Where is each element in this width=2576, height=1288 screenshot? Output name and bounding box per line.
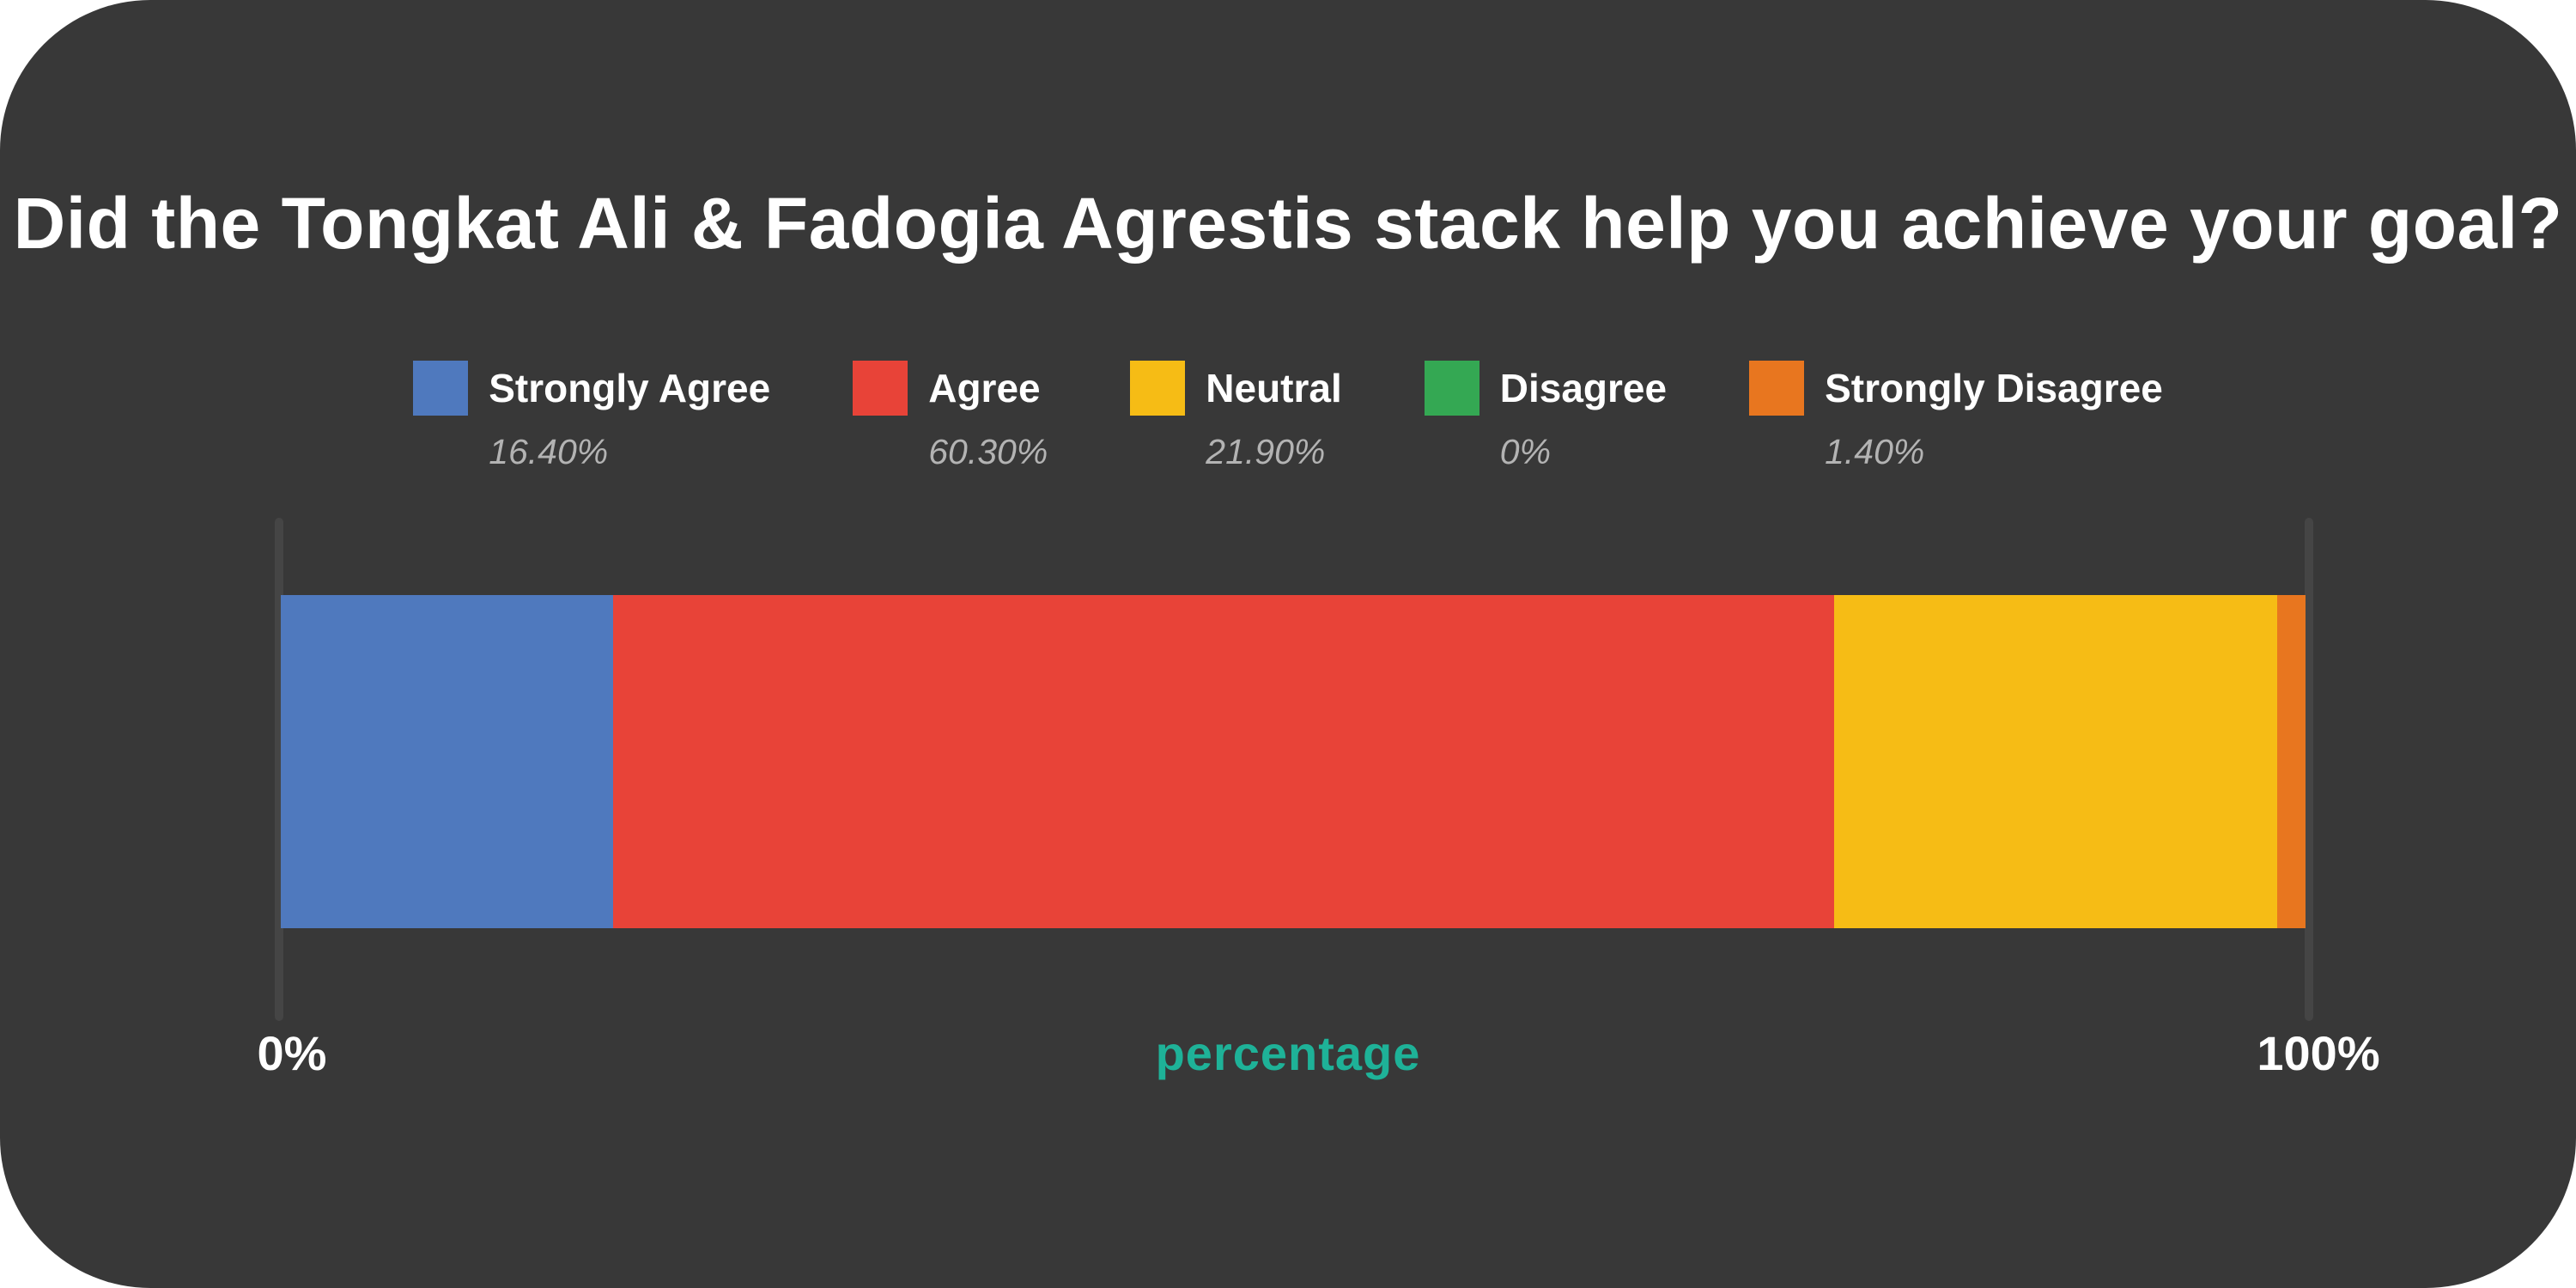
bar-segment-agree[interactable]	[612, 595, 1834, 928]
legend-swatch-disagree	[1424, 361, 1479, 416]
bar-segment-neutral[interactable]	[1833, 595, 2277, 928]
legend-value: 16.40%	[489, 432, 609, 471]
legend-label: Strongly Agree	[489, 366, 771, 410]
legend-item-strongly-agree[interactable]: Strongly Agree 16.40%	[413, 361, 770, 470]
axis-tick-right	[2305, 518, 2313, 1021]
legend-value: 0%	[1499, 432, 1552, 471]
axis-label-min: 0%	[257, 1026, 327, 1080]
legend-label: Agree	[928, 366, 1041, 410]
axis-tick-left	[275, 518, 283, 1021]
legend-swatch-neutral	[1130, 361, 1186, 416]
legend-value: 1.40%	[1825, 432, 1925, 471]
plot-area: 0% percentage 100%	[0, 518, 2576, 1136]
legend-label: Strongly Disagree	[1825, 366, 2163, 410]
legend-label: Disagree	[1499, 366, 1668, 410]
legend-item-disagree[interactable]: Disagree 0%	[1424, 361, 1668, 471]
chart-title: Did the Tongkat Ali & Fadogia Agrestis s…	[13, 183, 2563, 264]
bar-segment-strongly-disagree[interactable]	[2277, 595, 2306, 928]
legend: Strongly Agree 16.40% Agree 60.30% Neutr…	[0, 361, 2576, 470]
legend-item-neutral[interactable]: Neutral 21.90%	[1130, 361, 1342, 471]
axis-label-max: 100%	[2257, 1026, 2380, 1080]
bar-segment-strongly-agree[interactable]	[281, 595, 613, 928]
legend-swatch-strongly-disagree	[1749, 361, 1805, 416]
legend-value: 21.90%	[1206, 432, 1326, 471]
legend-value: 60.30%	[928, 432, 1048, 471]
legend-swatch-agree	[853, 361, 908, 416]
stacked-bar	[281, 595, 2306, 928]
axis-title: percentage	[1155, 1026, 1421, 1080]
legend-item-agree[interactable]: Agree 60.30%	[853, 361, 1048, 470]
legend-item-strongly-disagree[interactable]: Strongly Disagree 1.40%	[1749, 361, 2163, 470]
legend-label: Neutral	[1206, 366, 1342, 410]
legend-swatch-strongly-agree	[413, 361, 469, 416]
